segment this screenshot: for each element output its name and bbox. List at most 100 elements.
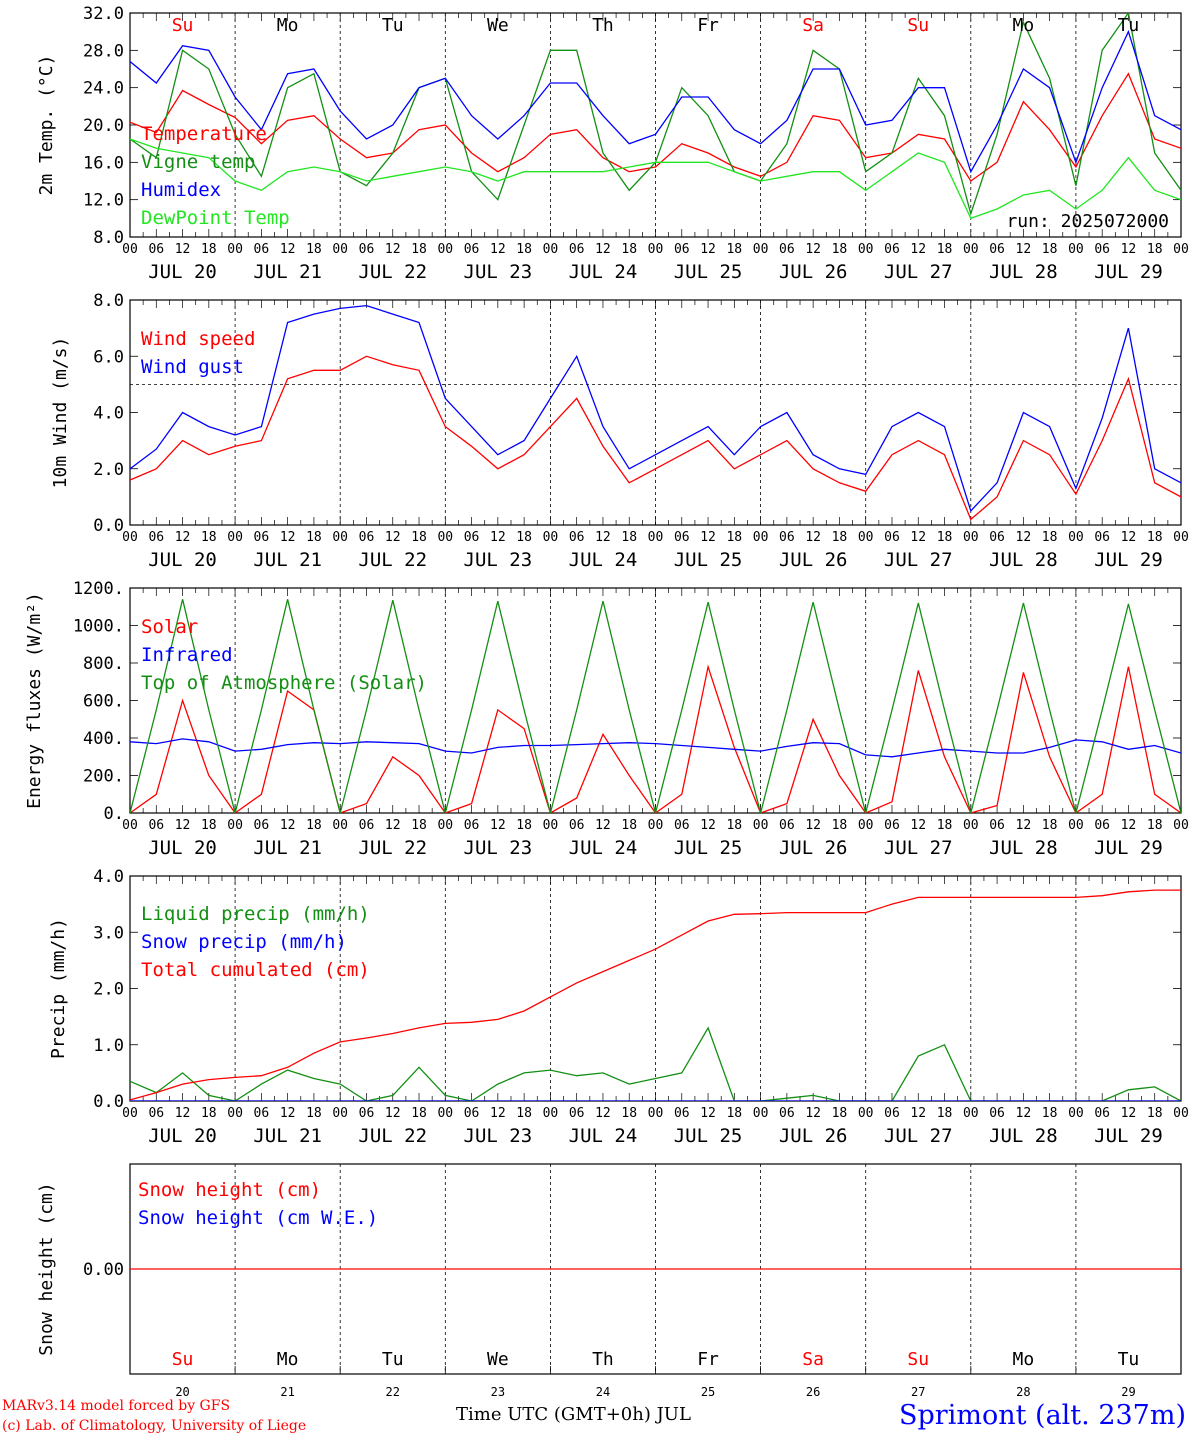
x-daynumber-label: 24	[596, 1385, 610, 1399]
series-top-of-atmosphere-solar-line	[130, 599, 1181, 813]
x-dayname-label: Tu	[382, 1349, 404, 1370]
x-hour-label: 00	[858, 1106, 874, 1121]
x-date-label: JUL 28	[989, 549, 1058, 571]
x-hour-label: 18	[411, 242, 427, 257]
top-dayname-label: Mo	[1013, 15, 1035, 36]
x-hour-label: 06	[359, 530, 375, 545]
y-tick-label: 1.0	[93, 1036, 124, 1056]
x-hour-label: 00	[858, 242, 874, 257]
x-date-label: JUL 23	[464, 1125, 533, 1147]
x-hour-label: 18	[1147, 818, 1163, 833]
x-hour-label: 00	[227, 242, 243, 257]
x-daynumber-label: 20	[175, 1385, 189, 1399]
x-hour-label: 12	[1016, 818, 1032, 833]
x-hour-label: 18	[516, 530, 532, 545]
x-dayname-label: We	[487, 1349, 509, 1370]
x-hour-label: 06	[569, 818, 585, 833]
x-hour-label: 12	[175, 530, 191, 545]
y-axis-label: 10m Wind (m/s)	[50, 337, 71, 489]
x-date-label: JUL 20	[148, 1125, 217, 1147]
x-hour-label: 06	[464, 1106, 480, 1121]
x-hour-label: 00	[648, 1106, 664, 1121]
x-date-label: JUL 24	[569, 1125, 638, 1147]
x-hour-label: 18	[1042, 242, 1058, 257]
x-hour-label: 18	[621, 818, 637, 833]
top-dayname-label: Su	[172, 15, 194, 36]
x-hour-label: 12	[595, 242, 611, 257]
x-daynumber-label: 22	[386, 1385, 400, 1399]
run-label: run: 2025072000	[1006, 211, 1169, 232]
x-hour-label: 06	[1094, 242, 1110, 257]
x-date-label: JUL 20	[148, 837, 217, 859]
x-hour-label: 06	[1094, 818, 1110, 833]
x-date-label: JUL 28	[989, 1125, 1058, 1147]
x-daynumber-label: 29	[1121, 1385, 1135, 1399]
x-hour-label: 12	[595, 530, 611, 545]
y-tick-label: 400.	[83, 729, 124, 749]
y-axis-label: Energy fluxes (W/m²)	[24, 592, 45, 809]
x-daynumber-label: 26	[806, 1385, 820, 1399]
x-hour-label: 00	[963, 530, 979, 545]
y-tick-label: 0.	[104, 804, 124, 824]
x-hour-label: 12	[700, 242, 716, 257]
y-tick-label: 8.0	[93, 228, 124, 248]
x-hour-label: 12	[1016, 530, 1032, 545]
x-hour-label: 06	[674, 1106, 690, 1121]
x-date-label: JUL 29	[1094, 837, 1163, 859]
x-hour-label: 00	[963, 242, 979, 257]
x-date-label: JUL 22	[358, 261, 427, 283]
y-tick-label: 16.0	[83, 153, 124, 173]
y-tick-label: 1000.	[73, 617, 124, 637]
x-hour-label: 18	[306, 530, 322, 545]
x-hour-label: 06	[674, 818, 690, 833]
top-dayname-label: Su	[907, 15, 929, 36]
x-hour-label: 00	[122, 530, 138, 545]
x-hour-label: 00	[1068, 1106, 1084, 1121]
x-daynumber-label: 27	[911, 1385, 925, 1399]
x-hour-label: 06	[254, 530, 270, 545]
x-hour-label: 06	[359, 242, 375, 257]
x-hour-label: 00	[1173, 818, 1189, 833]
x-hour-label: 00	[543, 818, 559, 833]
x-hour-label: 06	[569, 1106, 585, 1121]
x-hour-label: 12	[910, 242, 926, 257]
x-hour-label: 06	[569, 242, 585, 257]
x-hour-label: 00	[858, 818, 874, 833]
x-hour-label: 18	[726, 818, 742, 833]
legend-entry: Infrared	[141, 644, 233, 666]
x-hour-label: 00	[543, 530, 559, 545]
x-hour-label: 12	[700, 818, 716, 833]
x-hour-label: 12	[910, 1106, 926, 1121]
x-hour-label: 12	[280, 1106, 296, 1121]
panel-5: Su Mo Tu We Th Fr Sa Su Mo Tu 20 21 22 23 24 25 26 27 28 29…	[36, 1163, 1182, 1399]
x-dayname-label: Th	[592, 1349, 614, 1370]
y-tick-label: 3.0	[93, 923, 124, 943]
x-hour-label: 18	[1147, 1106, 1163, 1121]
x-hour-label: 18	[726, 1106, 742, 1121]
x-hour-label: 06	[464, 818, 480, 833]
x-date-label: JUL 27	[884, 837, 953, 859]
x-hour-label: 18	[411, 1106, 427, 1121]
x-hour-label: 00	[753, 818, 769, 833]
x-daynumber-label: 23	[491, 1385, 505, 1399]
x-hour-label: 00	[1173, 242, 1189, 257]
x-hour-label: 06	[1094, 1106, 1110, 1121]
x-hour-label: 12	[385, 1106, 401, 1121]
x-date-label: JUL 28	[989, 837, 1058, 859]
x-hour-label: 12	[175, 818, 191, 833]
x-hour-label: 00	[648, 818, 664, 833]
panel-frame	[129, 587, 1182, 814]
x-date-label: JUL 27	[884, 549, 953, 571]
x-date-label: JUL 22	[358, 1125, 427, 1147]
series-humidex-line	[130, 29, 1181, 174]
panel-3: 00 06 12 18 00 06 12 18 00 06 12 18 00 06 12 18 00 06 12 18…	[24, 579, 1189, 859]
y-tick-label: 32.0	[83, 4, 124, 24]
x-hour-label: 12	[595, 818, 611, 833]
y-tick-label: 24.0	[83, 79, 124, 99]
x-date-label: JUL 22	[358, 549, 427, 571]
series-wind-speed-line	[130, 355, 1181, 521]
x-date-label: JUL 26	[779, 549, 848, 571]
x-hour-label: 18	[832, 818, 848, 833]
x-hour-label: 00	[543, 242, 559, 257]
x-hour-label: 12	[1121, 818, 1137, 833]
